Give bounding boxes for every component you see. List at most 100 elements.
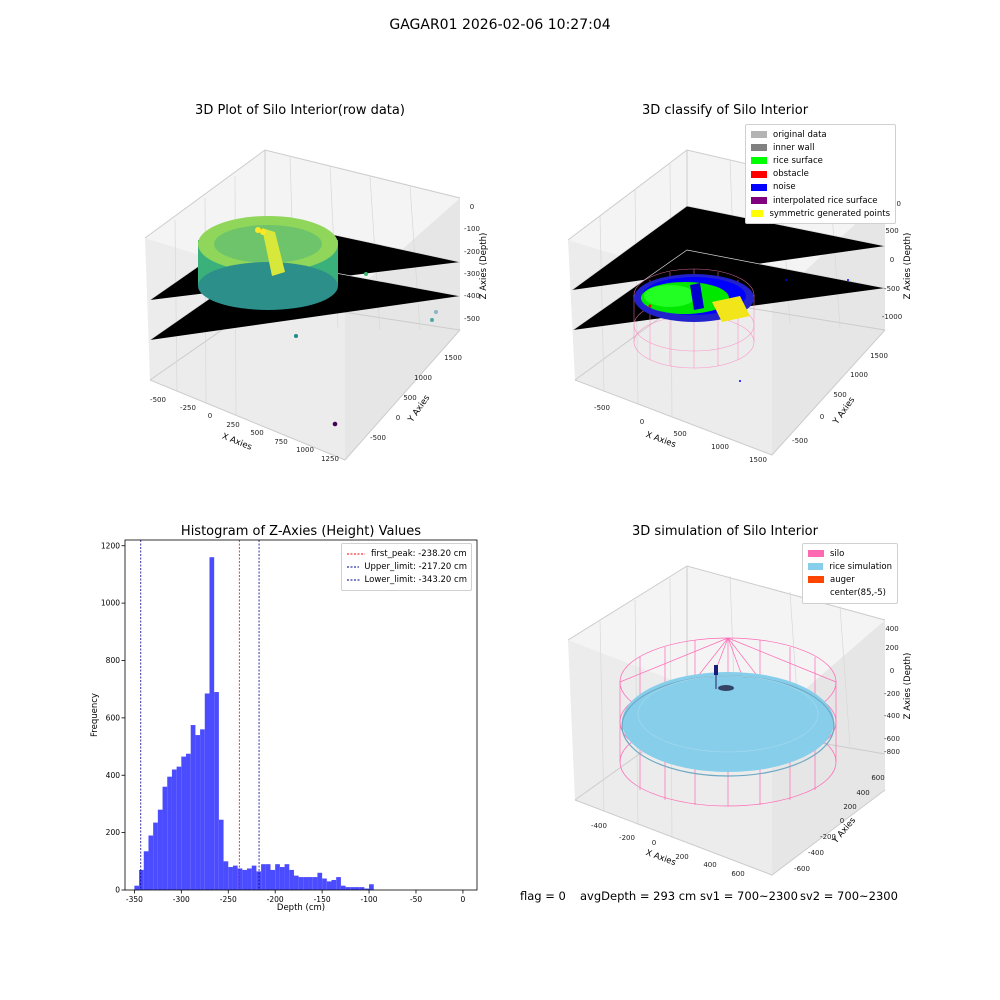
simulation-ztick: 0	[890, 667, 894, 675]
histogram-bar	[340, 885, 346, 890]
simulation-ytick: -400	[808, 849, 824, 857]
histogram-bar	[148, 835, 154, 890]
simulation-ztick: -600	[884, 735, 900, 743]
histogram-bar	[223, 861, 229, 890]
raw-ztick: -400	[464, 292, 480, 300]
classify-ztick: 0	[890, 256, 894, 264]
histogram-bar	[153, 822, 158, 890]
histogram-bar	[279, 867, 285, 890]
raw-xtick: 0	[208, 412, 212, 420]
legend-line-sample	[347, 553, 365, 555]
classify-xtick: 1500	[749, 456, 767, 464]
raw-plot-title: 3D Plot of Silo Interior(row data)	[195, 103, 405, 118]
classify-ztick: 500	[885, 227, 898, 235]
histogram-bar	[200, 729, 205, 890]
histogram-bar	[242, 869, 248, 890]
histogram-x-tick-label: -350	[126, 895, 143, 904]
raw-ytick: 0	[396, 414, 400, 422]
raw-xtick: 250	[226, 421, 239, 429]
histogram-bar	[195, 735, 201, 890]
histogram-bar	[303, 877, 309, 890]
legend-entry-symmetric-generated-points: symmetric generated points	[751, 207, 890, 220]
simulation-xtick: -400	[591, 822, 607, 830]
legend-entry-auger: auger	[808, 573, 892, 586]
histogram-bar	[247, 868, 252, 890]
histogram-x-tick-label: -300	[173, 895, 190, 904]
histogram-y-ticks: 0 200 400 600 800 1000 1200	[101, 541, 125, 895]
classify-points	[634, 274, 849, 382]
raw-ytick: 500	[403, 394, 416, 402]
histogram-y-tick-label: 1000	[101, 599, 120, 608]
histogram-legend: first_peak: -238.20 cm Upper_limit: -217…	[341, 543, 472, 591]
raw-ztick: -100	[464, 225, 480, 233]
simulation-xlabel: X Axies	[644, 848, 677, 868]
simulation-ztick: -800	[884, 748, 900, 756]
histogram-bar	[354, 887, 360, 890]
legend-entry-upper-limit: Upper_limit: -217.20 cm	[346, 560, 467, 573]
legend-swatch	[808, 576, 824, 584]
legend-entry-center: center(85,-5)	[808, 587, 892, 600]
simulation-xtick: -200	[619, 834, 635, 842]
histogram-bar	[134, 885, 140, 890]
histogram-x-ticks: -350 -300 -250 -200 -150 -100 -50 0	[126, 890, 466, 904]
legend-swatch	[751, 170, 767, 178]
histogram-bar	[317, 872, 323, 890]
legend-swatch	[808, 550, 824, 558]
histogram-reference-lines	[140, 540, 260, 890]
histogram-bar	[181, 756, 187, 890]
histogram-bar	[312, 877, 318, 890]
raw-zlabel: Z Axies (Depth)	[479, 233, 489, 300]
histogram-bar	[359, 887, 365, 890]
legend-swatch	[751, 144, 767, 152]
classify-ytick: 1000	[850, 371, 868, 379]
raw-ztick: -300	[464, 270, 480, 278]
legend-swatch	[751, 131, 767, 139]
histogram-bar	[322, 878, 327, 890]
classify-3d-plot: -500 0 500 1000 1500 -500 0 500 1000 150…	[567, 149, 913, 464]
raw-xtick: 1000	[296, 446, 314, 454]
classify-xtick: -500	[594, 404, 610, 412]
histogram-bar	[331, 879, 337, 890]
histogram-bar	[326, 881, 332, 890]
raw-xtick: 750	[274, 438, 287, 446]
histogram-bar	[369, 884, 374, 890]
legend-entry-silo: silo	[808, 547, 892, 560]
histogram-bar	[308, 877, 313, 890]
histogram-x-tick-label: -50	[410, 895, 422, 904]
raw-xtick: 500	[250, 429, 263, 437]
raw-xlabel: X Axies	[220, 432, 253, 453]
legend-swatch	[808, 563, 824, 571]
simulation-ticks: -400 -200 0 200 400 600 -600 -400 -200 0…	[591, 625, 900, 878]
simulation-xtick: 200	[675, 853, 688, 861]
histogram-bar	[261, 864, 266, 890]
histogram-bar	[139, 869, 144, 890]
legend-entry-inner-wall: inner wall	[751, 141, 890, 154]
histogram-y-tick-label: 1200	[101, 541, 120, 550]
simulation-ytick: 400	[856, 789, 869, 797]
avg-depth: avgDepth = 293 cm	[580, 889, 697, 903]
histogram-bar	[364, 888, 370, 890]
classify-ztick: -1000	[882, 313, 902, 321]
classify-xtick: 0	[640, 418, 644, 426]
histogram-x-tick-label: -150	[314, 895, 331, 904]
histogram-y-tick-label: 200	[106, 828, 121, 837]
histogram-bar	[232, 865, 238, 890]
histogram-bars	[134, 557, 374, 890]
histogram-bar	[218, 819, 224, 890]
histogram-ylabel: Frequency	[90, 693, 100, 737]
legend-entry-noise: noise	[751, 181, 890, 194]
simulation-ztick: 200	[885, 644, 898, 652]
simulation-xtick: 400	[703, 861, 716, 869]
histogram-bar	[336, 877, 341, 890]
histogram-title: Histogram of Z-Axies (Height) Values	[180, 524, 422, 539]
raw-xtick: 1250	[321, 455, 339, 463]
raw-ytick: 1000	[414, 374, 432, 382]
simulation-xtick: 600	[731, 870, 744, 878]
classify-ytick: 500	[833, 391, 846, 399]
histogram-bar	[176, 766, 182, 890]
classify-legend: original data inner wall rice surface ob…	[745, 124, 896, 225]
legend-swatch	[808, 589, 824, 597]
raw-ytick: 1500	[444, 354, 462, 362]
simulation-zlabel: Z Axies (Depth)	[903, 653, 913, 720]
histogram-x-tick-label: -100	[361, 895, 378, 904]
